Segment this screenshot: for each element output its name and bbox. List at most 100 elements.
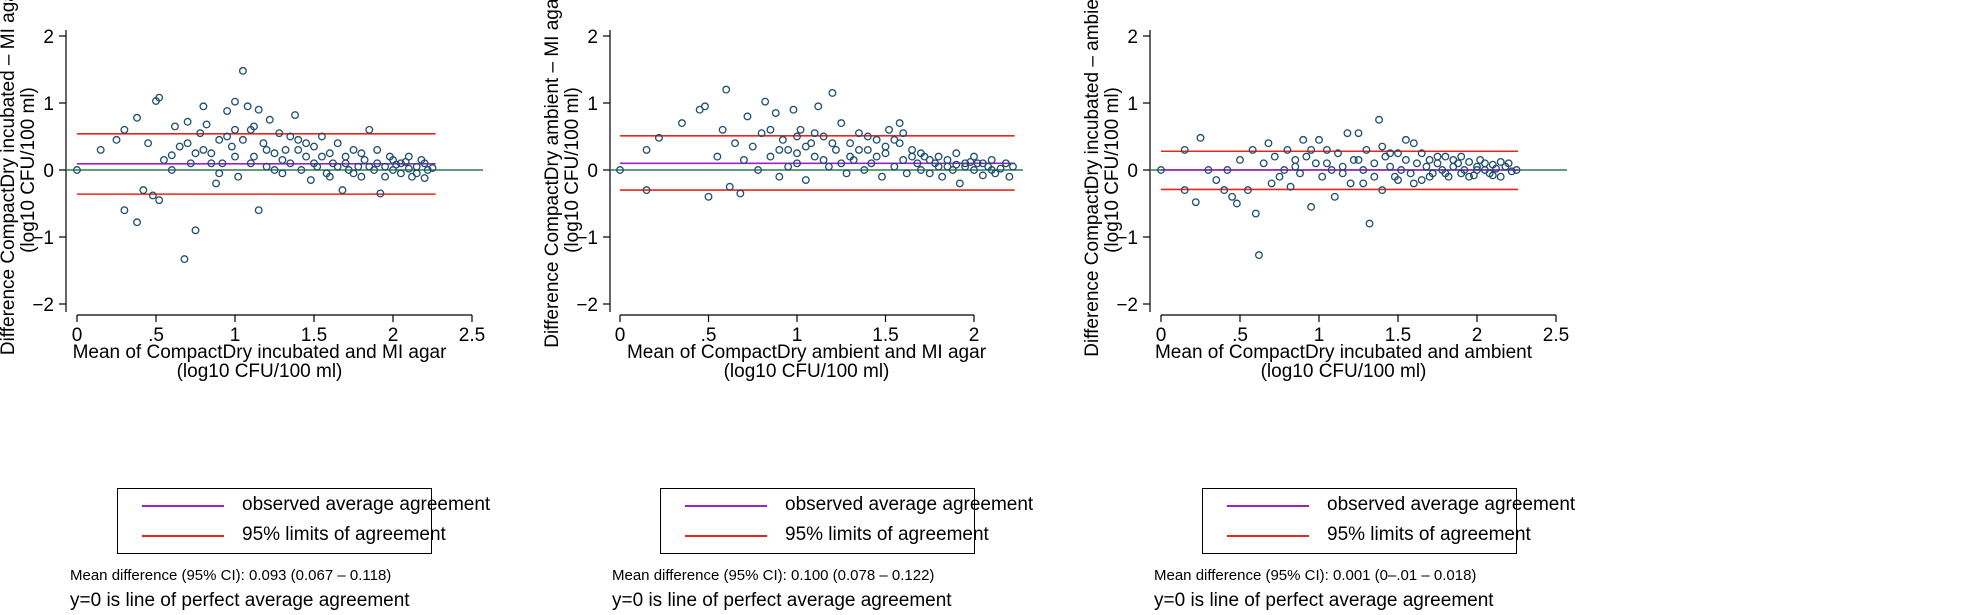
- data-point: [704, 192, 713, 201]
- data-point: [159, 155, 168, 164]
- data-point: [333, 139, 342, 148]
- data-point: [616, 166, 624, 174]
- data-point: [1473, 166, 1481, 174]
- data-point: [1204, 166, 1213, 174]
- data-point: [231, 125, 239, 134]
- data-point: [913, 159, 922, 168]
- data-point: [678, 119, 686, 128]
- data-point: [171, 122, 179, 131]
- data-point: [881, 149, 890, 158]
- data-point: [1264, 139, 1273, 148]
- data-point: [1457, 152, 1466, 161]
- legend-label: observed average agreement: [242, 494, 491, 515]
- data-point: [885, 125, 893, 134]
- data-point: [761, 97, 770, 106]
- x-tick-label: 0: [615, 325, 626, 346]
- data-point: [246, 159, 255, 168]
- data-point: [1441, 169, 1450, 178]
- x-tick-label: 1.5: [1385, 325, 1411, 346]
- data-point: [766, 152, 775, 161]
- data-point: [191, 226, 200, 235]
- data-point: [796, 125, 805, 134]
- y-tick-label: 2: [587, 27, 598, 48]
- data-point: [1449, 155, 1458, 164]
- data-point: [302, 152, 311, 161]
- data-point: [908, 145, 916, 154]
- data-point: [302, 139, 311, 148]
- y-tick-label: −2: [32, 295, 54, 316]
- x-axis-title-units: (log10 CFU/100 ml): [1261, 361, 1427, 382]
- data-point: [654, 133, 663, 142]
- y-axis-title-units: (log10 CFU/100 ml): [18, 87, 39, 253]
- data-point: [1212, 176, 1221, 184]
- data-point: [731, 139, 739, 148]
- y-tick-label: 2: [43, 27, 54, 48]
- data-point: [175, 142, 184, 151]
- data-point: [1251, 209, 1260, 218]
- data-point: [297, 166, 306, 174]
- data-point: [837, 159, 846, 168]
- data-point: [1322, 145, 1331, 154]
- data-point: [713, 152, 722, 161]
- data-point: [389, 155, 397, 164]
- data-point: [895, 119, 904, 128]
- data-point: [428, 164, 437, 172]
- data-point: [970, 152, 978, 161]
- data-point: [1512, 166, 1521, 174]
- data-point: [743, 112, 752, 121]
- data-point: [250, 152, 258, 161]
- data-point: [766, 125, 775, 134]
- data-point: [1460, 166, 1469, 174]
- data-point: [376, 189, 385, 198]
- perfect-agreement-note: y=0 is line of perfect average agreement: [70, 590, 410, 611]
- data-point: [1417, 149, 1426, 158]
- data-point: [1454, 159, 1462, 168]
- data-point: [408, 172, 416, 181]
- data-point: [899, 129, 908, 138]
- data-point: [270, 166, 279, 174]
- legend-item-limits: 95% limits of agreement: [661, 521, 989, 551]
- data-point: [1433, 152, 1442, 161]
- data-point: [215, 169, 224, 178]
- data-point: [1343, 129, 1352, 138]
- data-point: [338, 186, 347, 195]
- data-point: [360, 155, 369, 164]
- x-tick-label: 1.5: [301, 325, 327, 346]
- data-point: [96, 145, 105, 154]
- data-point: [357, 172, 366, 181]
- data-point: [223, 132, 232, 141]
- data-point: [1346, 179, 1355, 188]
- data-point: [167, 151, 176, 160]
- data-point: [180, 255, 189, 264]
- data-point: [1157, 166, 1165, 174]
- data-point: [1180, 186, 1189, 195]
- legend: observed average agreement 95% limits of …: [660, 488, 1033, 554]
- legend-label: observed average agreement: [785, 494, 1034, 515]
- data-point: [846, 152, 855, 161]
- data-point: [810, 129, 819, 138]
- data-point: [250, 122, 258, 131]
- data-point: [167, 166, 176, 174]
- data-point: [317, 152, 326, 161]
- data-point: [1441, 152, 1450, 161]
- data-point: [966, 158, 975, 166]
- data-point: [349, 145, 358, 154]
- data-point: [775, 172, 784, 181]
- data-point: [878, 172, 886, 181]
- data-point: [771, 109, 780, 117]
- data-point: [784, 145, 793, 154]
- data-point: [291, 111, 299, 120]
- y-tick-label: 0: [43, 161, 54, 182]
- legend-item-mean: observed average agreement: [661, 491, 1033, 521]
- data-point: [354, 162, 363, 171]
- x-tick-label: .5: [148, 325, 164, 346]
- data-point: [396, 169, 405, 178]
- data-point: [357, 149, 366, 158]
- data-point: [243, 102, 252, 111]
- data-point: [961, 159, 970, 168]
- data-point: [1280, 166, 1289, 174]
- data-point: [748, 142, 757, 151]
- data-point: [642, 186, 651, 195]
- data-point: [231, 97, 239, 106]
- data-point: [1422, 162, 1431, 171]
